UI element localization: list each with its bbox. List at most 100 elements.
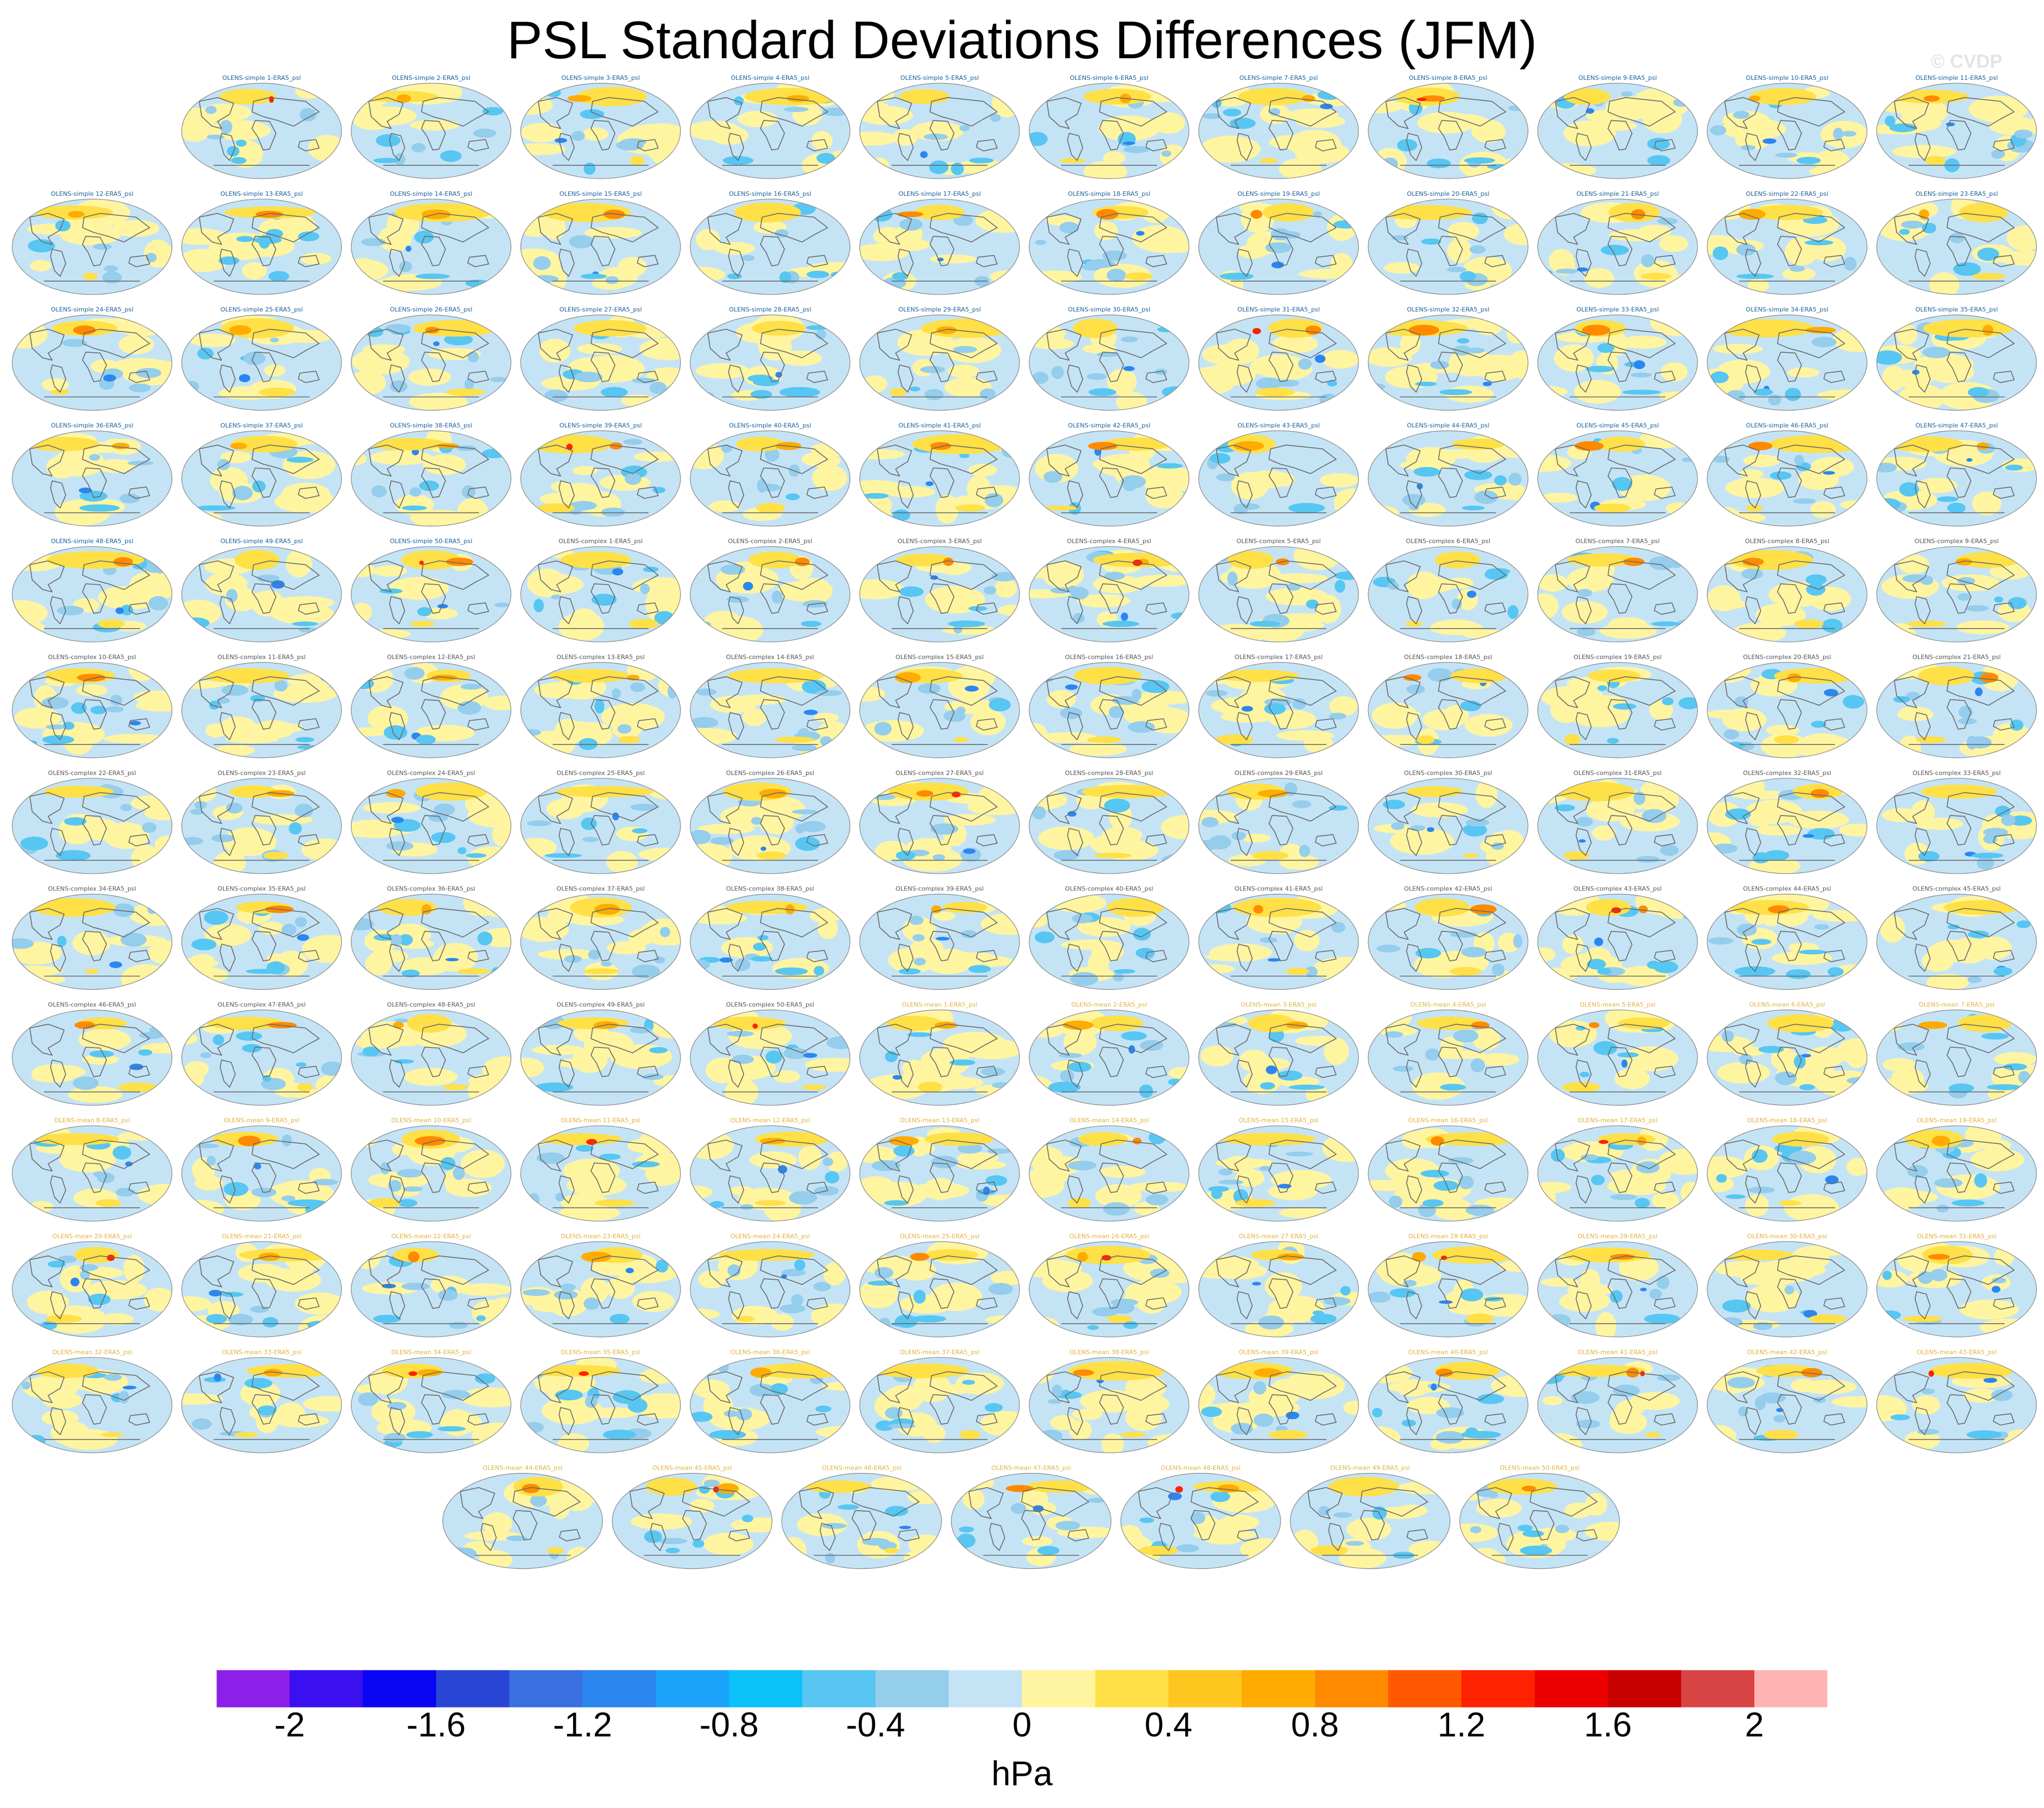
map-panel-label: OLENS-simple 35-ERA5_psl: [1915, 306, 1998, 313]
map-panel: OLENS-mean 13-ERA5_psl: [859, 1117, 1020, 1222]
colorbar-swatch: [509, 1670, 583, 1708]
map-panel-label: OLENS-simple 46-ERA5_psl: [1746, 422, 1829, 429]
map-panel-label: OLENS-mean 13-ERA5_psl: [900, 1117, 980, 1124]
map-panel: OLENS-mean 9-ERA5_psl: [181, 1117, 342, 1222]
map-panel: OLENS-complex 27-ERA5_psl: [859, 769, 1020, 874]
map-panel: OLENS-mean 47-ERA5_psl: [950, 1465, 1112, 1569]
map-panel: OLENS-complex 8-ERA5_psl: [1707, 538, 1868, 642]
map-panel-label: OLENS-simple 30-ERA5_psl: [1068, 306, 1151, 313]
map-panel: OLENS-complex 34-ERA5_psl: [12, 885, 173, 990]
map-panel-label: OLENS-simple 49-ERA5_psl: [220, 538, 303, 545]
map-panel: OLENS-mean 20-ERA5_psl: [12, 1233, 173, 1338]
map-panel-label: OLENS-mean 50-ERA5_psl: [1500, 1465, 1580, 1472]
map-panel-label: OLENS-mean 43-ERA5_psl: [1917, 1349, 1997, 1356]
map-panel: OLENS-complex 6-ERA5_psl: [1368, 538, 1529, 642]
map-panel: OLENS-simple 26-ERA5_psl: [351, 306, 512, 411]
map-panel: OLENS-complex 4-ERA5_psl: [1029, 538, 1190, 642]
map-panel: OLENS-mean 43-ERA5_psl: [1876, 1349, 2037, 1454]
map-panel-label: OLENS-mean 42-ERA5_psl: [1747, 1349, 1827, 1356]
map-panel-label: OLENS-mean 39-ERA5_psl: [1239, 1349, 1319, 1356]
map-panel-label: OLENS-mean 44-ERA5_psl: [483, 1465, 563, 1472]
map-panel-label: OLENS-simple 13-ERA5_psl: [220, 190, 303, 197]
map-panel-label: OLENS-complex 8-ERA5_psl: [1745, 538, 1829, 545]
map-panel-label: OLENS-simple 42-ERA5_psl: [1068, 422, 1151, 429]
map-panel-label: OLENS-complex 27-ERA5_psl: [895, 769, 984, 777]
map-panel: OLENS-mean 35-ERA5_psl: [520, 1349, 681, 1454]
map-panel-label: OLENS-complex 24-ERA5_psl: [387, 769, 475, 777]
map-panel: OLENS-simple 10-ERA5_psl: [1707, 74, 1868, 179]
map-panel-label: OLENS-mean 27-ERA5_psl: [1239, 1233, 1319, 1240]
map-panel-label: OLENS-mean 23-ERA5_psl: [561, 1233, 641, 1240]
map-panel-label: OLENS-simple 15-ERA5_psl: [559, 190, 642, 197]
map-panel: OLENS-simple 25-ERA5_psl: [181, 306, 342, 411]
map-panel-label: OLENS-mean 49-ERA5_psl: [1330, 1465, 1410, 1472]
map-panel: OLENS-complex 43-ERA5_psl: [1537, 885, 1698, 990]
map-panel-label: OLENS-complex 49-ERA5_psl: [556, 1001, 645, 1008]
colorbar-swatch: [1754, 1670, 1828, 1708]
map-panel: OLENS-mean 49-ERA5_psl: [1289, 1465, 1451, 1569]
colorbar-swatch: [729, 1670, 803, 1708]
map-panel-label: OLENS-mean 16-ERA5_psl: [1408, 1117, 1488, 1124]
map-panel-label: OLENS-complex 16-ERA5_psl: [1065, 654, 1153, 661]
map-panel: OLENS-simple 48-ERA5_psl: [12, 538, 173, 642]
map-panel-label: OLENS-simple 7-ERA5_psl: [1239, 74, 1318, 82]
map-panel: OLENS-complex 3-ERA5_psl: [859, 538, 1020, 642]
map-panel: OLENS-complex 19-ERA5_psl: [1537, 654, 1698, 758]
map-panel-label: OLENS-complex 25-ERA5_psl: [556, 769, 645, 777]
map-panel-label: OLENS-mean 10-ERA5_psl: [391, 1117, 471, 1124]
colorbar-swatch: [656, 1670, 730, 1708]
map-panel: OLENS-simple 31-ERA5_psl: [1198, 306, 1359, 411]
map-panel-label: OLENS-mean 29-ERA5_psl: [1578, 1233, 1658, 1240]
map-panel-label: OLENS-mean 7-ERA5_psl: [1919, 1001, 1995, 1008]
map-panel-label: OLENS-complex 48-ERA5_psl: [387, 1001, 475, 1008]
map-panel-label: OLENS-complex 12-ERA5_psl: [387, 654, 475, 661]
map-panel: OLENS-complex 41-ERA5_psl: [1198, 885, 1359, 990]
map-panel: OLENS-simple 3-ERA5_psl: [520, 74, 681, 179]
map-panel-label: OLENS-simple 39-ERA5_psl: [559, 422, 642, 429]
map-panel-label: OLENS-mean 46-ERA5_psl: [822, 1465, 902, 1472]
colorbar-tick-label: 0.8: [1291, 1706, 1339, 1744]
map-panel-label: OLENS-simple 10-ERA5_psl: [1746, 74, 1829, 82]
map-panel: OLENS-mean 1-ERA5_psl: [859, 1001, 1020, 1106]
map-panel-label: OLENS-mean 40-ERA5_psl: [1408, 1349, 1488, 1356]
map-panel: OLENS-mean 46-ERA5_psl: [781, 1465, 942, 1569]
map-panel: OLENS-mean 22-ERA5_psl: [351, 1233, 512, 1338]
map-panel: OLENS-mean 38-ERA5_psl: [1029, 1349, 1190, 1454]
map-panel: OLENS-simple 47-ERA5_psl: [1876, 422, 2037, 527]
map-panel-label: OLENS-simple 3-ERA5_psl: [561, 74, 640, 82]
map-panel: OLENS-complex 16-ERA5_psl: [1029, 654, 1190, 758]
map-panel-label: OLENS-simple 4-ERA5_psl: [731, 74, 809, 82]
map-panel-label: OLENS-complex 41-ERA5_psl: [1235, 885, 1323, 893]
colorbar-swatch: [802, 1670, 876, 1708]
map-panel-label: OLENS-complex 46-ERA5_psl: [48, 1001, 136, 1008]
colorbar-tick-label: -2: [274, 1706, 305, 1744]
map-panel: OLENS-simple 5-ERA5_psl: [859, 74, 1020, 179]
colorbar-swatch: [583, 1670, 656, 1708]
map-panel-label: OLENS-simple 38-ERA5_psl: [390, 422, 473, 429]
map-panel: OLENS-simple 20-ERA5_psl: [1368, 190, 1529, 295]
colorbar-swatch: [216, 1670, 290, 1708]
map-panel: OLENS-mean 25-ERA5_psl: [859, 1233, 1020, 1338]
map-panel-label: OLENS-mean 32-ERA5_psl: [52, 1349, 132, 1356]
map-panel: OLENS-complex 42-ERA5_psl: [1368, 885, 1529, 990]
map-panel-label: OLENS-simple 1-ERA5_psl: [222, 74, 301, 82]
colorbar-tick-label: 1.2: [1438, 1706, 1485, 1744]
map-panel: OLENS-complex 33-ERA5_psl: [1876, 769, 2037, 874]
map-panel-label: OLENS-mean 19-ERA5_psl: [1917, 1117, 1997, 1124]
map-panel: OLENS-complex 46-ERA5_psl: [12, 1001, 173, 1106]
colorbar: -2 -1.6 -1.2 -0.8 -0.4 0 0.4 0.8 1.2 1.6 2 hPa: [216, 1669, 1828, 1793]
map-panel-label: OLENS-mean 24-ERA5_psl: [730, 1233, 810, 1240]
map-panel-label: OLENS-complex 20-ERA5_psl: [1743, 654, 1831, 661]
colorbar-swatch: [290, 1670, 363, 1708]
map-panel-label: OLENS-simple 21-ERA5_psl: [1576, 190, 1659, 197]
colorbar-units: hPa: [991, 1755, 1053, 1793]
map-panel: OLENS-complex 28-ERA5_psl: [1029, 769, 1190, 874]
map-panel-label: OLENS-mean 22-ERA5_psl: [391, 1233, 471, 1240]
map-panel: OLENS-complex 26-ERA5_psl: [690, 769, 851, 874]
map-panel: OLENS-simple 33-ERA5_psl: [1537, 306, 1698, 411]
map-panel-label: OLENS-simple 20-ERA5_psl: [1407, 190, 1490, 197]
map-panel: OLENS-mean 18-ERA5_psl: [1707, 1117, 1868, 1222]
map-panel: OLENS-simple 15-ERA5_psl: [520, 190, 681, 295]
colorbar-swatch: [1535, 1670, 1608, 1708]
map-panel-label: OLENS-complex 11-ERA5_psl: [217, 654, 306, 661]
